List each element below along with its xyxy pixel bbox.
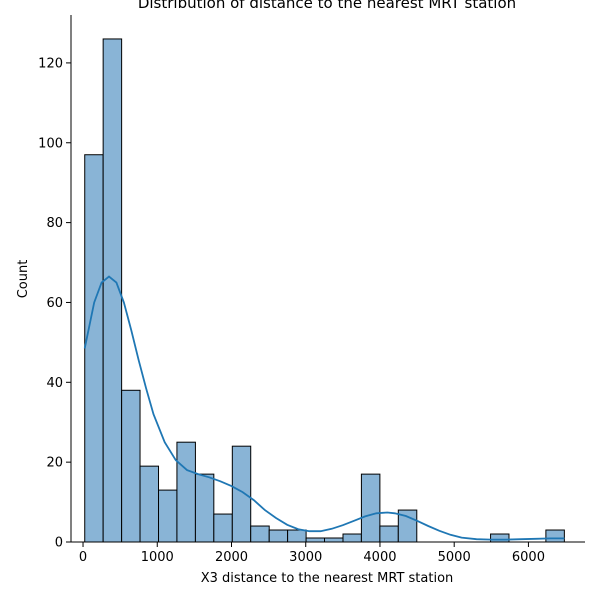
- y-axis-label: Count: [16, 260, 31, 299]
- x-tick-label: 1000: [141, 550, 174, 565]
- x-tick-label: 6000: [512, 550, 545, 565]
- y-tick-label: 20: [46, 456, 63, 471]
- histogram-bar: [490, 533, 510, 543]
- x-tick-label: 0: [79, 550, 87, 565]
- y-ticks: 0 20 40 60 80 100 120: [38, 56, 71, 551]
- histogram-bar: [379, 525, 399, 543]
- y-tick-label: 80: [46, 216, 63, 231]
- histogram-bar: [84, 154, 104, 543]
- histogram-bar: [194, 473, 215, 543]
- histogram-bar: [121, 389, 141, 543]
- histogram-bar: [342, 533, 362, 543]
- y-tick-label: 120: [38, 56, 63, 71]
- histogram-bar: [545, 529, 565, 543]
- x-ticks: 0 1000 2000 3000 4000 5000 6000: [79, 542, 545, 565]
- y-tick-label: 60: [46, 296, 63, 311]
- x-tick-label: 3000: [289, 550, 322, 565]
- x-tick-label: 4000: [363, 550, 396, 565]
- x-tick-label: 5000: [438, 550, 471, 565]
- histogram-bars: [84, 38, 565, 543]
- kde-curve: [83, 275, 565, 541]
- histogram-bar: [287, 529, 307, 543]
- y-tick-label: 100: [38, 136, 63, 151]
- y-tick-label: 40: [46, 376, 63, 391]
- histogram-bar: [139, 465, 160, 543]
- chart-title: Distribution of distance to the nearest …: [138, 0, 516, 12]
- x-tick-label: 2000: [215, 550, 248, 565]
- histogram-bar: [250, 525, 270, 543]
- y-tick-label: 0: [55, 536, 63, 551]
- histogram-bar: [360, 473, 381, 543]
- histogram-bar: [158, 489, 178, 543]
- histogram-bar: [176, 441, 196, 543]
- histogram-bar: [305, 537, 326, 543]
- histogram-bar: [213, 513, 233, 543]
- x-axis-label: X3 distance to the nearest MRT station: [201, 571, 454, 586]
- histogram-bar: [231, 445, 252, 543]
- histogram-bar: [324, 537, 344, 543]
- histogram-bar: [268, 529, 289, 543]
